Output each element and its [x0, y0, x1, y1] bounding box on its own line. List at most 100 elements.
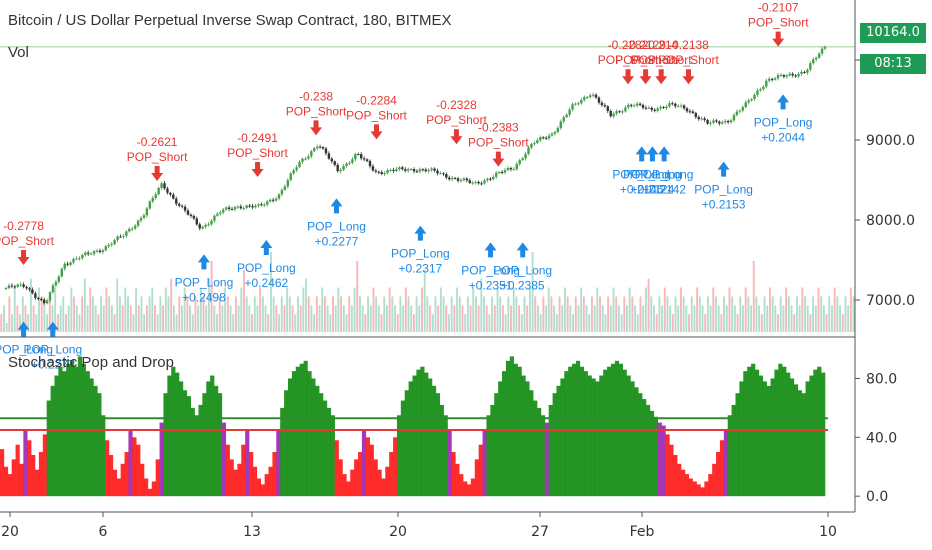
candle-body — [765, 80, 768, 87]
volume-bar — [617, 305, 620, 332]
candle-body — [22, 284, 25, 287]
pop-short-label: POP_Short — [286, 104, 347, 118]
stochastic-bar — [221, 422, 227, 497]
pop-short-arrow — [450, 129, 463, 145]
stochastic-bar — [7, 474, 12, 497]
candle-body — [166, 188, 169, 193]
candle-body — [45, 300, 49, 304]
stochastic-bar — [743, 371, 748, 497]
volume-bar — [372, 287, 375, 332]
volume-bar — [631, 296, 634, 332]
stochastic-bar — [564, 371, 569, 497]
stochastic-bar — [128, 429, 133, 497]
candle-body — [307, 156, 310, 159]
candle-body — [515, 163, 518, 170]
stochastic-bar — [595, 381, 600, 497]
pop-short-label: POP_Short — [658, 53, 719, 67]
candle-body — [627, 104, 630, 108]
volume-bar — [259, 287, 262, 332]
volume-bar — [523, 296, 526, 332]
volume-bar — [46, 314, 49, 332]
candle-body — [521, 158, 524, 161]
volume-bar — [415, 296, 418, 332]
volume-bar — [698, 296, 701, 332]
stochastic-bar — [237, 463, 242, 497]
volume-bar — [852, 296, 855, 332]
volume-bar — [396, 314, 399, 332]
stochastic-bar — [385, 466, 390, 497]
pop-short-value: -0.2282 — [608, 38, 649, 52]
candle-body — [524, 154, 527, 159]
stochastic-bar — [653, 416, 658, 497]
candle-body — [330, 158, 334, 162]
candle-body — [729, 120, 733, 123]
volume-bar — [561, 305, 564, 332]
stochastic-bar — [435, 393, 441, 497]
stochastic-bar — [622, 369, 627, 497]
stochastic-bar — [256, 478, 262, 497]
volume-bar — [332, 296, 334, 332]
stochastic-bar — [451, 452, 456, 497]
volume-bar — [70, 287, 73, 332]
volume-bar — [359, 296, 361, 332]
volume-bar — [547, 287, 550, 332]
candle-body — [380, 172, 383, 175]
stochastic-bar — [245, 429, 250, 497]
volume-bar — [528, 287, 531, 332]
candle-body — [210, 220, 213, 225]
volume-bar — [836, 296, 839, 332]
stochastic-bar — [498, 381, 503, 497]
volume-bar — [310, 305, 313, 332]
volume-bar — [353, 287, 356, 332]
candle-body — [726, 121, 730, 123]
stochastic-bar — [466, 484, 472, 497]
stochastic-bar — [0, 449, 5, 497]
candle-body — [574, 103, 577, 105]
volume-bar — [288, 296, 291, 332]
volume-bar — [27, 314, 30, 332]
stochastic-bar — [560, 378, 565, 497]
candle-body — [565, 114, 568, 118]
volume-bar — [704, 314, 707, 332]
candle-body — [791, 73, 794, 76]
stochastic-bar — [747, 366, 752, 497]
stochastic-bar — [358, 452, 363, 497]
candle-body — [125, 231, 128, 236]
volume-bar — [253, 296, 256, 332]
candle-body — [706, 119, 709, 124]
candle-body — [104, 246, 108, 251]
stochastic-bar — [369, 444, 374, 497]
candle-body — [333, 161, 336, 165]
candle-body — [577, 103, 580, 105]
volume-bar — [251, 314, 254, 332]
stochastic-bar — [552, 393, 557, 497]
candle-body — [450, 177, 454, 180]
candle-body — [547, 135, 551, 139]
candle-body — [509, 167, 513, 170]
candle-body — [797, 73, 800, 77]
volume-bar — [448, 314, 450, 332]
candle-body — [254, 205, 257, 208]
volume-bar — [24, 305, 27, 332]
volume-bar — [539, 314, 542, 332]
candle-body — [553, 131, 557, 134]
volume-bar — [723, 296, 726, 332]
volume-bar — [706, 296, 709, 332]
volume-bar — [574, 296, 577, 332]
volume-bar — [67, 305, 70, 332]
volume-bar — [286, 287, 289, 332]
volume-bar — [628, 287, 631, 332]
candle-body — [395, 169, 398, 171]
volume-bar — [118, 296, 121, 332]
stochastic-bar — [3, 466, 9, 497]
candle-body — [653, 109, 656, 111]
volume-bar — [367, 296, 370, 332]
stochastic-bar — [346, 481, 351, 497]
volume-bar — [143, 314, 146, 332]
pop-short-value: -0.214 — [644, 38, 678, 52]
candle-body — [588, 95, 592, 98]
volume-bar — [609, 305, 612, 332]
candle-body — [489, 178, 492, 180]
candle-body — [245, 205, 248, 208]
